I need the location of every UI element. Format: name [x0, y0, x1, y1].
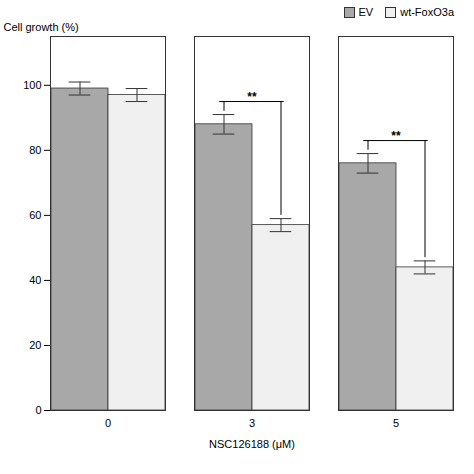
svg-text:3: 3 — [249, 417, 255, 429]
svg-text:NSC126188 (μM): NSC126188 (μM) — [209, 438, 295, 450]
svg-text:0: 0 — [35, 404, 41, 416]
svg-text:**: ** — [391, 129, 401, 143]
svg-text:40: 40 — [29, 274, 41, 286]
svg-text:0: 0 — [105, 417, 111, 429]
svg-text:5: 5 — [393, 417, 399, 429]
svg-text:60: 60 — [29, 209, 41, 221]
svg-text:Cell growth (%): Cell growth (%) — [4, 21, 79, 33]
svg-text:100: 100 — [23, 79, 41, 91]
svg-text:80: 80 — [29, 144, 41, 156]
html-text:wt-FoxO3a: wt-FoxO3a — [400, 6, 454, 18]
svg-text:**: ** — [247, 90, 257, 104]
svg-text:20: 20 — [29, 339, 41, 351]
html-text:EV: EV — [358, 6, 374, 18]
